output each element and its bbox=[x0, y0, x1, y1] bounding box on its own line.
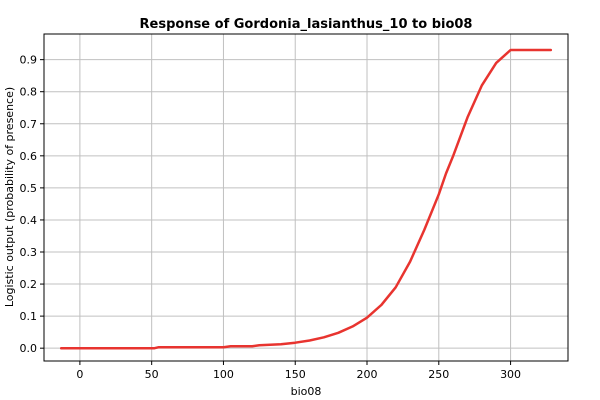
line-layer bbox=[59, 48, 553, 350]
y-axis-label: Logistic output (probability of presence… bbox=[3, 87, 16, 307]
x-tick-label: 150 bbox=[285, 368, 306, 381]
x-tick-label: 250 bbox=[428, 368, 449, 381]
y-tick-label: 0.4 bbox=[20, 214, 38, 227]
tick-layer: 0 50 100 150 200 250 300 0.0 0.1 0.2 0.3 0.4 0.5 0.6 0… bbox=[20, 54, 522, 381]
x-tick-label: 0 bbox=[76, 368, 83, 381]
y-tick-label: 0.6 bbox=[20, 150, 38, 163]
y-tick-label: 0.3 bbox=[20, 246, 38, 259]
x-axis-label: bio08 bbox=[291, 385, 322, 398]
x-tick-label: 300 bbox=[500, 368, 521, 381]
chart-title: Response of Gordonia_lasianthus_10 to bi… bbox=[140, 17, 473, 32]
y-tick-label: 0.0 bbox=[20, 342, 38, 355]
x-tick-label: 100 bbox=[213, 368, 234, 381]
y-tick-label: 0.1 bbox=[20, 310, 38, 323]
y-tick-label: 0.7 bbox=[20, 118, 38, 131]
y-tick-label: 0.2 bbox=[20, 278, 38, 291]
plot-frame bbox=[43, 33, 569, 362]
x-tick-label: 50 bbox=[145, 368, 159, 381]
y-tick-label: 0.9 bbox=[20, 54, 38, 67]
y-tick-label: 0.8 bbox=[20, 86, 38, 99]
response-curve bbox=[59, 48, 553, 350]
x-tick-label: 200 bbox=[357, 368, 378, 381]
y-tick-label: 0.5 bbox=[20, 182, 38, 195]
